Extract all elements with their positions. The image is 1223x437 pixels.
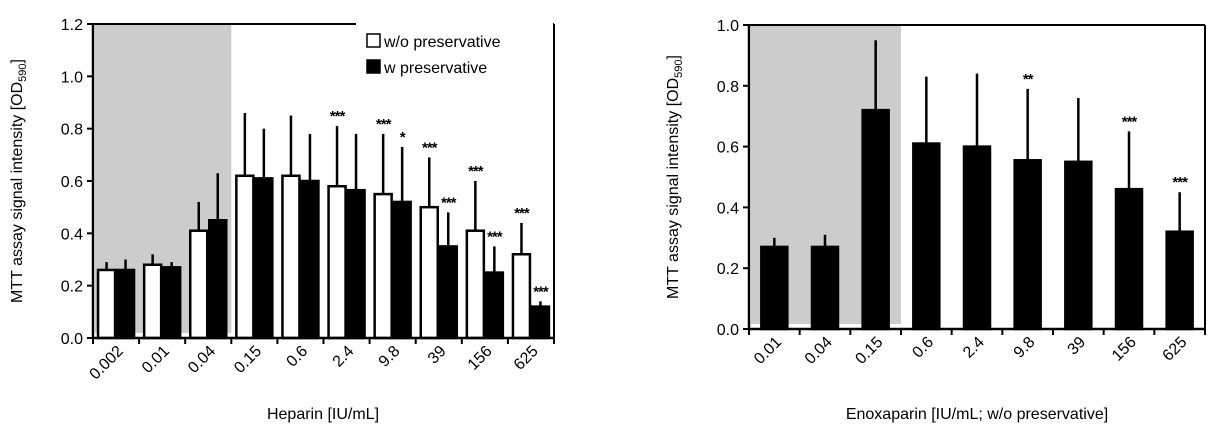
bar-without-preservative — [511, 253, 532, 340]
y-tick-label: 0.6 — [61, 174, 83, 191]
legend: w/o preservative w preservative — [356, 23, 553, 83]
x-tick-label: 2.4 — [330, 343, 358, 371]
significance-label: *** — [330, 108, 346, 125]
chart-1: *** **********************0.00.20.40.60.8… — [9, 17, 555, 423]
y-axis-title-close: ] — [665, 55, 682, 59]
legend-swatch — [366, 33, 381, 48]
y-axis-title-close: ] — [9, 59, 26, 63]
x-tick-label: 0.01 — [139, 343, 173, 377]
bar-enoxaparin — [1114, 187, 1144, 331]
x-tick-label: 39 — [1065, 334, 1090, 359]
y-tick-label: 0.8 — [61, 122, 83, 139]
significance-label: *** — [376, 116, 392, 133]
significance-label: *** — [487, 228, 503, 245]
bar-enoxaparin — [962, 145, 992, 331]
x-tick-label: 156 — [465, 343, 496, 374]
x-tick-label: 0.15 — [852, 334, 886, 368]
bar-enoxaparin — [861, 108, 890, 331]
significance-label: *** — [533, 283, 549, 300]
x-tick-label: 9.8 — [1011, 334, 1039, 362]
bar-with-preservative — [392, 200, 412, 340]
y-axis-title: MTT assay signal intensity [OD590] — [9, 59, 29, 303]
chart-2: ********0.00.20.40.60.81.00.01 0.04 0.15 0.… — [665, 18, 1206, 423]
y-tick-label: 0.2 — [61, 279, 83, 296]
x-tick-label: 0.002 — [87, 343, 127, 383]
bar-without-preservative — [189, 229, 209, 340]
bar-with-preservative — [161, 266, 182, 340]
y-axis-title: MTT assay signal intensity [OD590] — [665, 55, 685, 299]
bar-with-preservative — [530, 305, 551, 340]
bar-enoxaparin — [1013, 159, 1042, 331]
x-axis-title: Enoxaparin [IU/mL; w/o preservative] — [846, 406, 1108, 423]
bar-without-preservative — [419, 205, 439, 340]
bar-without-preservative — [281, 174, 301, 340]
y-tick-label: 1.2 — [61, 17, 83, 34]
bar-with-preservative — [254, 177, 274, 340]
x-tick-label: 0.04 — [802, 334, 836, 368]
y-tick-label: 1.0 — [717, 18, 739, 35]
bar-enoxaparin — [1165, 230, 1194, 331]
y-tick-label: 0.4 — [61, 226, 83, 243]
significance-label: *** — [468, 163, 484, 180]
bar-without-preservative — [327, 184, 347, 340]
significance-label: ** — [1023, 71, 1034, 88]
y-tick-label: 1.0 — [61, 69, 83, 86]
x-tick-label: 0.15 — [231, 343, 265, 377]
bar-with-preservative — [346, 188, 366, 340]
y-axis-title-subscript: 590 — [17, 63, 29, 81]
significance-label: * — [400, 129, 406, 146]
x-tick-label: 39 — [425, 343, 450, 368]
y-axis-title-main: MTT assay signal intensity [OD — [9, 82, 26, 303]
bar-without-preservative — [465, 229, 486, 340]
x-tick-label: 9.8 — [376, 343, 404, 371]
y-tick-label: 0.6 — [717, 140, 739, 157]
x-tick-label: 0.6 — [909, 334, 937, 362]
bar-with-preservative — [300, 179, 320, 340]
x-tick-label: 0.6 — [284, 343, 312, 371]
significance-label: *** — [441, 194, 457, 211]
y-tick-label: 0.2 — [717, 261, 739, 278]
legend-label: w/o preservative — [383, 34, 501, 51]
y-axis-title-subscript: 590 — [673, 59, 685, 77]
x-tick-label: 0.04 — [185, 343, 219, 377]
bar-with-preservative — [484, 271, 505, 340]
bar-with-preservative — [115, 268, 136, 340]
legend-swatch — [366, 59, 381, 74]
x-tick-label: 0.01 — [751, 334, 785, 368]
y-tick-label: 0.4 — [717, 200, 739, 217]
x-tick-label: 2.4 — [960, 334, 988, 362]
significance-label: *** — [514, 205, 530, 222]
legend-background — [356, 23, 553, 83]
bar-without-preservative — [373, 192, 393, 340]
x-tick-label: 625 — [511, 343, 542, 374]
bar-enoxaparin — [1064, 160, 1093, 331]
bar-enoxaparin — [760, 245, 789, 331]
y-tick-label: 0.0 — [717, 322, 739, 339]
y-tick-label: 0.8 — [717, 79, 739, 96]
x-tick-label: 156 — [1109, 334, 1140, 365]
x-axis-title: Heparin [IU/mL] — [267, 406, 379, 423]
significance-label: *** — [422, 139, 438, 156]
x-tick-label: 625 — [1160, 334, 1191, 365]
bar-with-preservative — [208, 219, 228, 340]
significance-label: *** — [1122, 113, 1138, 130]
bar-without-preservative — [235, 174, 255, 340]
y-tick-label: 0.0 — [61, 331, 83, 348]
bar-without-preservative — [142, 263, 163, 340]
bar-enoxaparin — [912, 142, 941, 331]
y-axis-title-main: MTT assay signal intensity [OD — [665, 78, 682, 299]
bar-with-preservative — [438, 245, 458, 340]
bar-enoxaparin — [810, 245, 840, 331]
significance-label: *** — [1172, 174, 1188, 191]
legend-label: w preservative — [383, 60, 487, 77]
bar-without-preservative — [96, 268, 117, 340]
